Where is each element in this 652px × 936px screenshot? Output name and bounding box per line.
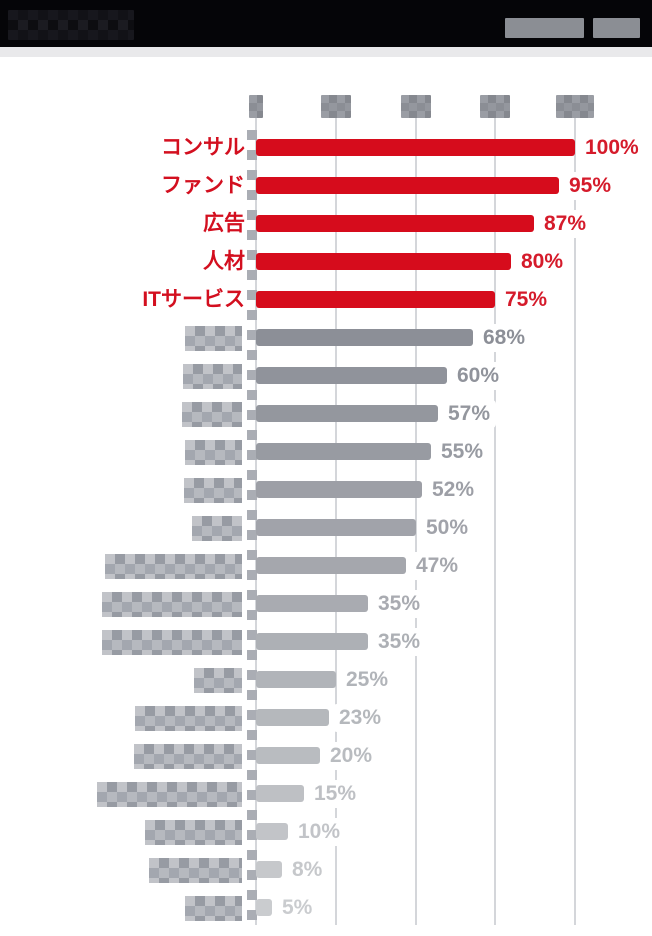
value-label: 68% bbox=[477, 324, 532, 352]
value-label: 35% bbox=[372, 628, 427, 656]
axis-mosaic-column bbox=[247, 130, 257, 920]
value-label: 15% bbox=[308, 780, 363, 808]
bar-redacted-20 bbox=[256, 861, 282, 878]
category-label-redacted bbox=[135, 706, 242, 731]
bar-redacted-12 bbox=[256, 557, 406, 574]
axis-tick-label-redacted-100 bbox=[556, 95, 594, 118]
category-label-redacted bbox=[185, 326, 242, 351]
category-label-redacted bbox=[183, 364, 242, 389]
gridline-25 bbox=[334, 105, 337, 925]
header-badge-redacted-2 bbox=[593, 18, 640, 38]
category-label-redacted bbox=[105, 554, 242, 579]
value-label: 87% bbox=[538, 210, 593, 238]
header bbox=[0, 0, 652, 47]
header-title-redacted-box bbox=[8, 10, 134, 40]
category-label-redacted bbox=[102, 630, 242, 655]
category-label-redacted bbox=[97, 782, 242, 807]
gridline-100 bbox=[574, 105, 576, 925]
header-divider-strip bbox=[0, 47, 652, 57]
gridline-75 bbox=[494, 105, 497, 925]
bar-redacted-13 bbox=[256, 595, 368, 612]
axis-tick-label-redacted-0 bbox=[249, 95, 263, 118]
bar-redacted-19 bbox=[256, 823, 288, 840]
bar-人材 bbox=[256, 253, 511, 270]
bar-redacted-15 bbox=[256, 671, 336, 688]
header-badge-redacted-1 bbox=[505, 18, 584, 38]
category-label-redacted bbox=[184, 478, 242, 503]
category-label-redacted bbox=[192, 516, 242, 541]
bar-redacted-16 bbox=[256, 709, 329, 726]
value-label: 95% bbox=[563, 172, 618, 200]
category-label: ITサービス bbox=[142, 288, 245, 311]
bar-redacted-21 bbox=[256, 899, 272, 916]
value-label: 75% bbox=[499, 286, 554, 314]
bar-広告 bbox=[256, 215, 534, 232]
bar-redacted-18 bbox=[256, 785, 304, 802]
category-label-redacted bbox=[102, 592, 242, 617]
bar-redacted-8 bbox=[256, 405, 438, 422]
value-label: 5% bbox=[276, 894, 319, 922]
bar-redacted-6 bbox=[256, 329, 473, 346]
category-label-redacted bbox=[185, 440, 242, 465]
value-label: 47% bbox=[410, 552, 465, 580]
value-label: 20% bbox=[324, 742, 379, 770]
value-label: 35% bbox=[372, 590, 427, 618]
value-label: 80% bbox=[515, 248, 570, 276]
axis-tick-label-redacted-75 bbox=[480, 95, 510, 118]
category-label: 広告 bbox=[203, 212, 245, 235]
value-label: 55% bbox=[435, 438, 490, 466]
category-label-redacted bbox=[145, 820, 242, 845]
category-label: ファンド bbox=[161, 174, 245, 197]
bar-chart: コンサル 100% ファンド 95% 広告 87% 人材 80% ITサービス 75% 68% 60%… bbox=[0, 57, 652, 936]
axis-tick-label-redacted-25 bbox=[321, 95, 351, 118]
category-label-redacted bbox=[194, 668, 242, 693]
bar-redacted-7 bbox=[256, 367, 447, 384]
bar-redacted-11 bbox=[256, 519, 416, 536]
gridline-50 bbox=[414, 105, 417, 925]
value-label: 52% bbox=[426, 476, 481, 504]
bar-redacted-14 bbox=[256, 633, 368, 650]
category-label-redacted bbox=[185, 896, 242, 921]
value-label: 50% bbox=[420, 514, 475, 542]
value-label: 8% bbox=[286, 856, 329, 884]
bar-ITサービス bbox=[256, 291, 495, 308]
value-label: 25% bbox=[340, 666, 395, 694]
value-label: 23% bbox=[333, 704, 388, 732]
bar-コンサル bbox=[256, 139, 575, 156]
axis-tick-label-redacted-50 bbox=[401, 95, 431, 118]
bar-redacted-9 bbox=[256, 443, 431, 460]
value-label: 57% bbox=[442, 400, 497, 428]
value-label: 60% bbox=[451, 362, 506, 390]
value-label: 100% bbox=[579, 134, 645, 162]
value-label: 10% bbox=[292, 818, 347, 846]
bar-redacted-10 bbox=[256, 481, 422, 498]
category-label-redacted bbox=[134, 744, 242, 769]
category-label: コンサル bbox=[161, 136, 245, 159]
category-label-redacted bbox=[182, 402, 242, 427]
category-label-redacted bbox=[149, 858, 242, 883]
category-label: 人材 bbox=[203, 250, 245, 273]
bar-ファンド bbox=[256, 177, 559, 194]
bar-redacted-17 bbox=[256, 747, 320, 764]
